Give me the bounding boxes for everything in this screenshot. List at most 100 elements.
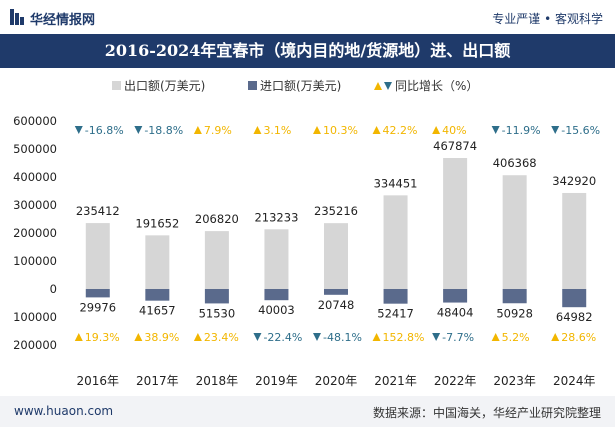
import-growth-label: -7.7% bbox=[442, 331, 474, 344]
chart-title: 2016-2024年宜春市（境内目的地/货源地）进、出口额 bbox=[104, 41, 511, 60]
import-bar bbox=[85, 289, 110, 298]
export-value-label: 334451 bbox=[374, 176, 418, 190]
export-growth-label: 42.2% bbox=[383, 124, 418, 137]
growth-down-icon bbox=[491, 126, 500, 134]
y-tick-label: 200000 bbox=[13, 338, 57, 352]
import-bar bbox=[562, 289, 587, 308]
export-value-label: 206820 bbox=[195, 212, 239, 226]
export-value-label: 235412 bbox=[76, 204, 120, 218]
legend-marker-1 bbox=[248, 81, 257, 90]
export-growth-label: -15.6% bbox=[561, 124, 600, 137]
import-growth-label: 19.3% bbox=[85, 331, 120, 344]
growth-up-icon bbox=[491, 333, 500, 341]
y-tick-label: 200000 bbox=[13, 226, 57, 240]
import-value-label: 50928 bbox=[496, 306, 533, 320]
growth-up-icon bbox=[313, 126, 321, 134]
legend-label-2: 同比增长（%） bbox=[395, 79, 478, 93]
import-bar bbox=[145, 289, 170, 301]
title-bar: 2016-2024年宜春市（境内目的地/货源地）进、出口额 bbox=[0, 34, 615, 68]
export-growth-label: -16.8% bbox=[85, 124, 124, 137]
x-tick-label: 2019年 bbox=[255, 374, 298, 388]
chart: 出口额(万美元) 进口额(万美元) 同比增长（%） 600000 500000 40000… bbox=[13, 79, 600, 388]
growth-up-icon bbox=[372, 126, 381, 134]
growth-down-icon bbox=[253, 333, 262, 341]
x-tick-label: 2016年 bbox=[77, 374, 120, 388]
export-growth-label: 10.3% bbox=[323, 124, 358, 137]
import-value-label: 52417 bbox=[377, 307, 414, 321]
export-bar bbox=[204, 231, 229, 289]
export-bar bbox=[562, 192, 587, 289]
top-bar: 华经情报网 专业严谨 • 客观科学 bbox=[0, 0, 615, 34]
data-source: 数据来源：中国海关，华经产业研究院整理 bbox=[372, 406, 601, 420]
export-bar bbox=[85, 223, 110, 289]
export-growth-label: 40% bbox=[442, 124, 466, 137]
export-growth-label: -11.9% bbox=[502, 124, 541, 137]
tagline: 专业严谨 • 客观科学 bbox=[492, 12, 603, 26]
footer: www.huaon.com 数据来源：中国海关，华经产业研究院整理 bbox=[0, 396, 615, 427]
export-growth-label: -18.8% bbox=[144, 124, 183, 137]
growth-up-icon bbox=[551, 333, 560, 341]
growth-up-icon bbox=[134, 333, 143, 341]
y-tick-label: 300000 bbox=[13, 198, 57, 212]
growth-down-icon bbox=[74, 126, 83, 134]
export-value-label: 342920 bbox=[552, 174, 596, 188]
y-tick-label: 400000 bbox=[13, 170, 57, 184]
export-value-label: 406368 bbox=[493, 156, 537, 170]
legend-label-1: 进口额(万美元) bbox=[260, 79, 341, 93]
export-growth-label: 3.1% bbox=[263, 124, 291, 137]
growth-up-icon bbox=[193, 126, 202, 134]
growth-up-icon bbox=[193, 333, 202, 341]
import-growth-label: 23.4% bbox=[204, 331, 239, 344]
x-tick-label: 2022年 bbox=[434, 374, 477, 388]
import-value-label: 29976 bbox=[79, 300, 116, 314]
legend-marker-0 bbox=[112, 81, 121, 90]
import-growth-label: -48.1% bbox=[323, 331, 362, 344]
export-value-label: 213233 bbox=[254, 210, 298, 224]
import-bar bbox=[383, 289, 408, 304]
import-bar bbox=[502, 289, 527, 304]
brand-name: 华经情报网 bbox=[30, 13, 96, 28]
footer-url[interactable]: www.huaon.com bbox=[14, 404, 114, 418]
growth-down-icon bbox=[551, 126, 560, 134]
legend-label-0: 出口额(万美元) bbox=[124, 79, 205, 93]
import-growth-label: 38.9% bbox=[144, 331, 179, 344]
export-bar bbox=[502, 175, 527, 289]
legend-down-icon bbox=[384, 82, 392, 90]
x-tick-label: 2017年 bbox=[136, 374, 179, 388]
import-value-label: 64982 bbox=[556, 310, 593, 324]
x-tick-label: 2020年 bbox=[315, 374, 358, 388]
import-value-label: 20748 bbox=[318, 298, 355, 312]
growth-down-icon bbox=[134, 126, 143, 134]
export-bar bbox=[264, 229, 289, 289]
import-value-label: 51530 bbox=[199, 306, 236, 320]
export-bar bbox=[383, 195, 408, 289]
x-tick-label: 2024年 bbox=[553, 374, 596, 388]
x-tick-label: 2023年 bbox=[493, 374, 536, 388]
import-bar bbox=[264, 289, 289, 301]
growth-up-icon bbox=[74, 333, 83, 341]
x-tick-label: 2018年 bbox=[196, 374, 239, 388]
import-bar bbox=[204, 289, 229, 304]
y-tick-label: 100000 bbox=[13, 254, 57, 268]
import-growth-label: 152.8% bbox=[383, 331, 425, 344]
import-growth-label: -22.4% bbox=[263, 331, 302, 344]
y-tick-label: 100000 bbox=[13, 310, 57, 324]
import-value-label: 40003 bbox=[258, 303, 295, 317]
export-value-label: 467874 bbox=[433, 139, 477, 153]
logo-icon bbox=[10, 9, 24, 25]
export-bar bbox=[145, 235, 170, 289]
growth-up-icon bbox=[432, 126, 441, 134]
export-bar bbox=[324, 223, 348, 289]
import-bar bbox=[443, 289, 468, 303]
growth-down-icon bbox=[432, 333, 441, 341]
growth-up-icon bbox=[372, 333, 381, 341]
growth-down-icon bbox=[313, 333, 321, 341]
import-value-label: 48404 bbox=[437, 306, 474, 320]
import-growth-label: 28.6% bbox=[561, 331, 596, 344]
import-bar bbox=[324, 289, 348, 295]
legend-up-icon bbox=[374, 82, 382, 90]
import-value-label: 41657 bbox=[139, 304, 176, 318]
y-tick-label: 600000 bbox=[13, 114, 57, 128]
export-value-label: 235216 bbox=[314, 204, 358, 218]
y-tick-label: 500000 bbox=[13, 142, 57, 156]
